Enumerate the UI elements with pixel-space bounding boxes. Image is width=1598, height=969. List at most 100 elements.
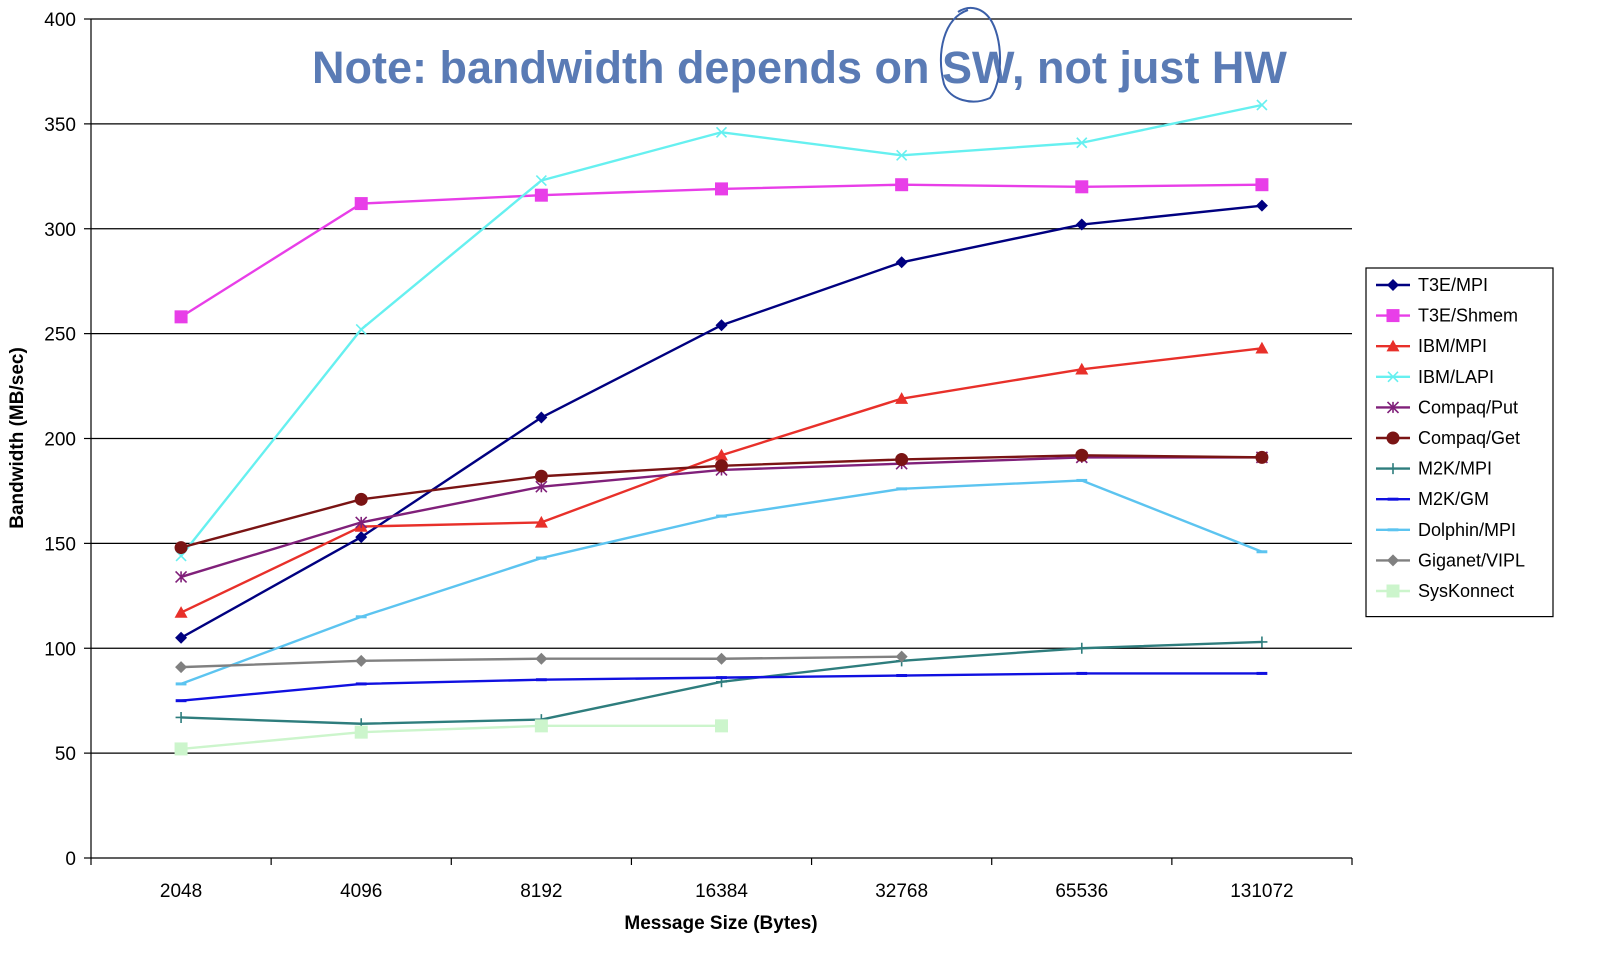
data-point — [895, 256, 908, 269]
series-t3e-shmem — [174, 178, 1269, 324]
data-point — [355, 516, 368, 529]
series-m2k-mpi — [175, 636, 1268, 730]
y-tick-label: 150 — [44, 534, 76, 555]
data-point — [896, 674, 908, 678]
data-point — [355, 654, 368, 667]
data-point — [175, 570, 188, 584]
series-t3e-mpi — [175, 199, 1268, 644]
legend-swatch-marker — [1387, 463, 1399, 475]
data-point — [175, 711, 187, 723]
x-tick-label: 131072 — [1230, 881, 1293, 902]
legend-item: SysKonnect — [1376, 581, 1514, 601]
legend-swatch-marker — [1387, 554, 1399, 567]
y-tick-label: 0 — [65, 849, 76, 870]
data-point — [355, 682, 367, 686]
x-tick-label: 8192 — [520, 881, 562, 902]
data-point — [354, 725, 368, 739]
y-tick-label: 300 — [44, 220, 76, 241]
data-point — [896, 487, 908, 491]
data-point — [174, 541, 188, 555]
data-point — [715, 459, 728, 473]
legend-label: Dolphin/MPI — [1418, 520, 1516, 540]
data-point — [354, 492, 368, 506]
data-point — [716, 514, 727, 518]
y-tick-label: 250 — [44, 325, 76, 346]
data-point — [534, 188, 548, 202]
data-point — [355, 323, 367, 335]
series-giganet-vipl — [175, 650, 908, 674]
data-point — [535, 678, 547, 682]
legend-label: Compaq/Put — [1418, 397, 1518, 417]
data-point — [1075, 180, 1089, 194]
data-point — [1076, 478, 1088, 482]
data-point — [1255, 178, 1269, 192]
data-point — [1256, 671, 1268, 675]
data-point — [355, 531, 368, 544]
data-point — [535, 411, 548, 424]
data-point — [715, 182, 728, 196]
series-line — [180, 183, 1262, 318]
data-point — [535, 480, 548, 493]
series-line — [180, 724, 722, 751]
gridlines — [91, 18, 1352, 754]
data-point — [175, 661, 188, 674]
legend-label: T3E/MPI — [1418, 275, 1488, 295]
legend-label: IBM/MPI — [1418, 336, 1487, 356]
data-point — [534, 515, 548, 528]
data-point — [1256, 550, 1268, 554]
data-point — [175, 699, 187, 703]
data-point — [1075, 218, 1088, 231]
series-m2k-gm — [175, 671, 1268, 703]
legend-item: Compaq/Put — [1376, 397, 1518, 417]
data-point — [895, 650, 908, 663]
legend-item: IBM/LAPI — [1376, 367, 1494, 387]
legend: T3E/MPI T3E/Shmem IBM/MPI IBM/LAPI Compaq/Pu… — [1365, 267, 1554, 618]
data-point — [174, 606, 188, 618]
legend-label: T3E/Shmem — [1418, 306, 1518, 326]
data-point — [1255, 450, 1269, 464]
data-point — [1076, 671, 1088, 675]
legend-item: Compaq/Get — [1376, 428, 1520, 448]
data-point — [1255, 199, 1268, 212]
legend-item: T3E/MPI — [1376, 275, 1488, 295]
legend-swatch-marker — [1386, 431, 1400, 445]
y-tick-label: 350 — [44, 115, 76, 136]
legend-label: M2K/GM — [1418, 489, 1489, 509]
data-point — [1256, 636, 1268, 648]
legend-label: M2K/MPI — [1418, 459, 1492, 479]
legend-item: Giganet/VIPL — [1376, 550, 1525, 570]
data-point — [1076, 137, 1088, 149]
series-syskonnect — [174, 719, 728, 756]
data-point — [715, 448, 728, 461]
series-ibm-lapi — [175, 99, 1268, 562]
legend-label: IBM/LAPI — [1418, 367, 1494, 387]
data-point — [1256, 99, 1268, 111]
x-axis-title: Message Size (Bytes) — [624, 913, 817, 934]
data-point — [175, 631, 188, 644]
legend-swatch-marker — [1387, 497, 1399, 501]
legend-item: IBM/MPI — [1376, 336, 1487, 356]
data-point — [174, 742, 188, 756]
y-tick-label: 400 — [44, 10, 76, 31]
data-point — [715, 652, 728, 665]
data-point — [355, 615, 367, 619]
data-point — [895, 178, 909, 192]
y-axis-title: Bandwidth (MB/sec) — [7, 347, 28, 529]
data-point — [535, 174, 547, 187]
y-tick-label: 100 — [44, 639, 76, 660]
series-ibm-mpi — [174, 341, 1269, 618]
series-lines — [174, 99, 1269, 756]
data-point — [1076, 642, 1088, 654]
x-tick-label: 65536 — [1055, 881, 1108, 902]
legend-swatch-marker — [1386, 584, 1400, 598]
data-point — [354, 197, 368, 211]
series-dolphin-mpi — [175, 478, 1268, 686]
data-point — [715, 719, 728, 733]
data-point — [715, 319, 728, 332]
series-compaq-get — [174, 448, 1269, 555]
series-line — [180, 204, 1263, 639]
legend-swatch-marker — [1386, 309, 1400, 323]
legend-swatch-marker — [1387, 528, 1399, 532]
legend-label: Compaq/Get — [1418, 428, 1520, 448]
legend-item: Dolphin/MPI — [1376, 520, 1516, 540]
